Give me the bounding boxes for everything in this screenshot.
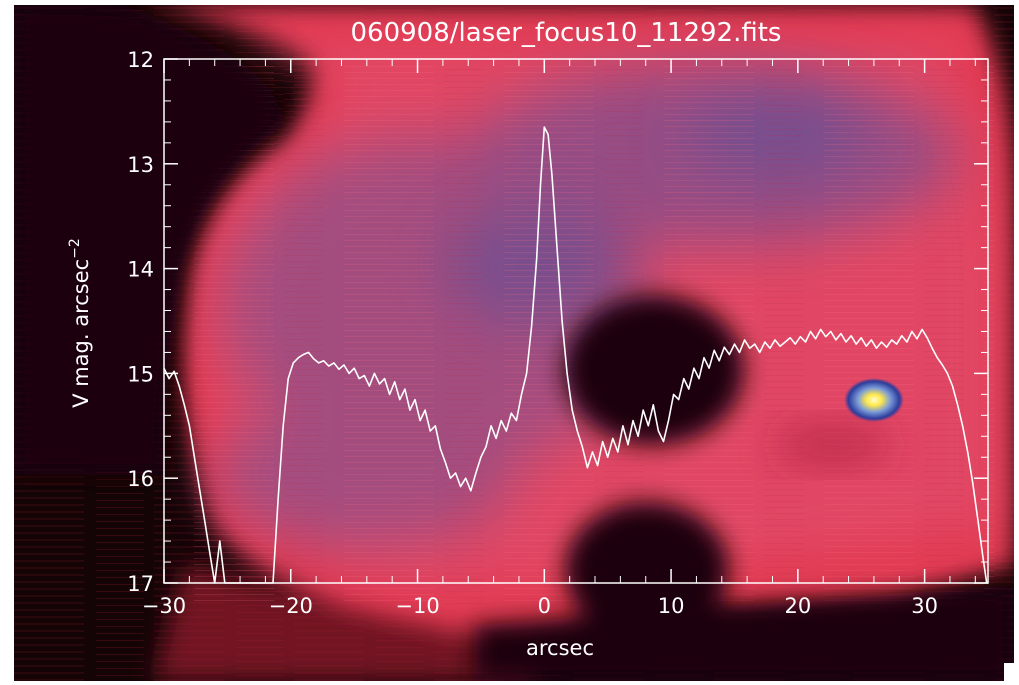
y-axis-label-exponent: −2 <box>67 238 83 259</box>
y-tick-label: 15 <box>127 362 154 386</box>
x-tick-label: 20 <box>784 594 811 618</box>
x-axis-label: arcsec <box>526 636 594 660</box>
surface-brightness-profile-line <box>163 126 988 584</box>
plot-window: −30 −20 −10 0 10 20 30 12 13 14 15 16 17 060908/lase… <box>14 5 1014 681</box>
y-tick-label: 13 <box>127 153 154 177</box>
y-tick-label: 16 <box>127 467 154 491</box>
x-tick-label: 30 <box>911 594 938 618</box>
x-tick-label: −10 <box>395 594 439 618</box>
y-tick-label: 17 <box>127 572 154 596</box>
sky-image <box>14 5 1014 681</box>
x-tick-label: −20 <box>269 594 313 618</box>
chart-title: 060908/laser_focus10_11292.fits <box>351 18 782 48</box>
x-tick-label: −30 <box>142 594 186 618</box>
window-resize-grip[interactable] <box>998 665 1014 681</box>
y-axis-label: V mag. arcsec−2 <box>67 238 93 408</box>
y-tick-label: 14 <box>127 258 154 282</box>
plot-frame <box>163 58 989 584</box>
y-tick-label: 12 <box>127 48 154 72</box>
x-tick-label: 10 <box>658 594 685 618</box>
y-axis-label-text: V mag. arcsec <box>69 259 93 408</box>
plot-axes <box>163 58 989 584</box>
star-source <box>844 378 904 422</box>
surface-brightness-chart: −30 −20 −10 0 10 20 30 12 13 14 15 16 17 060908/lase… <box>14 5 1014 681</box>
x-tick-label: 0 <box>538 594 551 618</box>
